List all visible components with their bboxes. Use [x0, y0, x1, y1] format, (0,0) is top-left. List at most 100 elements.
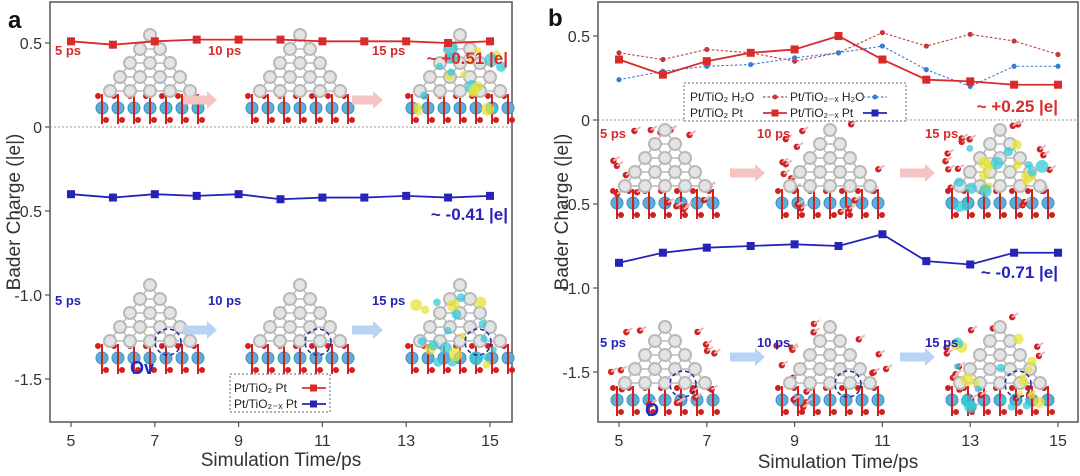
charge-density-isosurface — [965, 182, 977, 194]
pt-atom — [783, 376, 797, 390]
pt-atom — [173, 70, 187, 84]
o-atom — [461, 117, 467, 123]
pt-atom — [843, 179, 857, 193]
charge-density-isosurface — [1020, 171, 1030, 181]
charge-density-isosurface — [966, 144, 974, 152]
o-atom — [405, 93, 411, 99]
data-point — [748, 61, 754, 68]
water-h-bond — [705, 339, 713, 346]
pt-atom — [658, 123, 672, 137]
pt-atom — [283, 292, 297, 306]
charge-density-isosurface — [1000, 397, 1007, 404]
pt-atom — [463, 320, 477, 334]
pt-atom — [483, 70, 497, 84]
pt-atom — [1033, 179, 1047, 193]
pt-atom — [123, 306, 137, 320]
pt-atom — [323, 320, 337, 334]
pt-atom — [688, 362, 702, 376]
data-point — [658, 248, 667, 257]
pt-atom — [813, 137, 827, 151]
data-point — [444, 193, 453, 202]
data-point — [922, 257, 931, 266]
pt-atom — [303, 320, 317, 334]
data-point — [702, 57, 711, 66]
water-h-bond — [696, 327, 705, 333]
x-tick-label: 9 — [790, 433, 799, 450]
water-h-bond — [1048, 164, 1057, 171]
water-h-bond — [854, 195, 862, 202]
o-atom — [783, 409, 789, 415]
o-atom — [775, 385, 781, 391]
o-atom — [485, 93, 491, 99]
pt-atom — [658, 179, 672, 193]
water-h-bond — [980, 390, 988, 396]
pt-atom — [253, 334, 267, 348]
pt-atom — [833, 165, 847, 179]
charge-density-isosurface — [468, 84, 480, 96]
data-point — [967, 31, 973, 37]
o-atom — [799, 409, 805, 415]
y-tick-label: -0.5 — [14, 204, 42, 221]
o-atom — [405, 343, 411, 349]
pt-atom — [133, 292, 147, 306]
x-tick-label: 5 — [615, 433, 624, 450]
charge-density-isosurface — [447, 52, 459, 64]
o-atom — [985, 409, 991, 415]
charge-density-isosurface — [978, 184, 992, 198]
pt-atom — [668, 334, 682, 348]
snapshot-time-label: 10 ps — [757, 126, 790, 141]
pt-atom — [273, 334, 287, 348]
o-atom — [301, 367, 307, 373]
water-h-bond — [667, 197, 675, 204]
o-atom — [879, 212, 885, 218]
charge-density-isosurface — [482, 353, 490, 361]
water-h-bond — [944, 156, 953, 163]
o-atom — [953, 212, 959, 218]
charge-density-isosurface — [1026, 390, 1036, 399]
data-point — [704, 46, 710, 53]
charge-density-isosurface — [1019, 373, 1026, 380]
water-h-bond — [694, 392, 703, 399]
y-axis-label: Bader Charge (|e|) — [552, 134, 573, 291]
pt-atom — [453, 278, 467, 292]
pt-atom — [263, 320, 277, 334]
o-atom — [95, 93, 101, 99]
pt-atom — [123, 334, 137, 348]
water-h-bond — [805, 397, 813, 404]
water-h-bond — [946, 348, 954, 355]
o-atom — [815, 409, 821, 415]
legend-label: Pt/TiO₂ Pt — [234, 381, 288, 395]
structure-snapshot — [245, 278, 355, 374]
pt-atom — [283, 320, 297, 334]
water-h-bond — [877, 164, 885, 171]
pt-atom — [843, 348, 857, 362]
pt-atom — [793, 362, 807, 376]
o-atom — [493, 367, 499, 373]
pt-atom — [963, 165, 977, 179]
o-atom — [799, 212, 805, 218]
snapshot-time-label: 5 ps — [55, 43, 81, 58]
data-point — [1055, 51, 1061, 58]
charge-density-isosurface — [481, 102, 495, 116]
pt-atom — [303, 70, 317, 84]
o-atom — [690, 188, 696, 194]
water-h-bond — [1038, 351, 1046, 357]
y-tick-label: 0 — [581, 113, 590, 130]
pt-atom — [803, 376, 817, 390]
pt-atom — [143, 84, 157, 98]
data-point — [486, 191, 494, 200]
charge-density-isosurface — [961, 201, 971, 212]
data-point — [922, 75, 931, 84]
pt-atom — [983, 362, 997, 376]
water-h-bond — [610, 367, 618, 373]
time-arrow — [900, 164, 935, 182]
pt-atom — [658, 376, 672, 390]
series-Pt/TiO₂₋ₓ Pt — [67, 190, 494, 204]
charge-density-isosurface — [420, 91, 429, 100]
charge-density-isosurface — [986, 163, 994, 172]
data-point — [444, 39, 453, 47]
o-atom — [103, 117, 109, 123]
data-point — [486, 37, 494, 46]
pt-atom — [983, 334, 997, 348]
y-tick-label: -1.0 — [562, 281, 590, 298]
